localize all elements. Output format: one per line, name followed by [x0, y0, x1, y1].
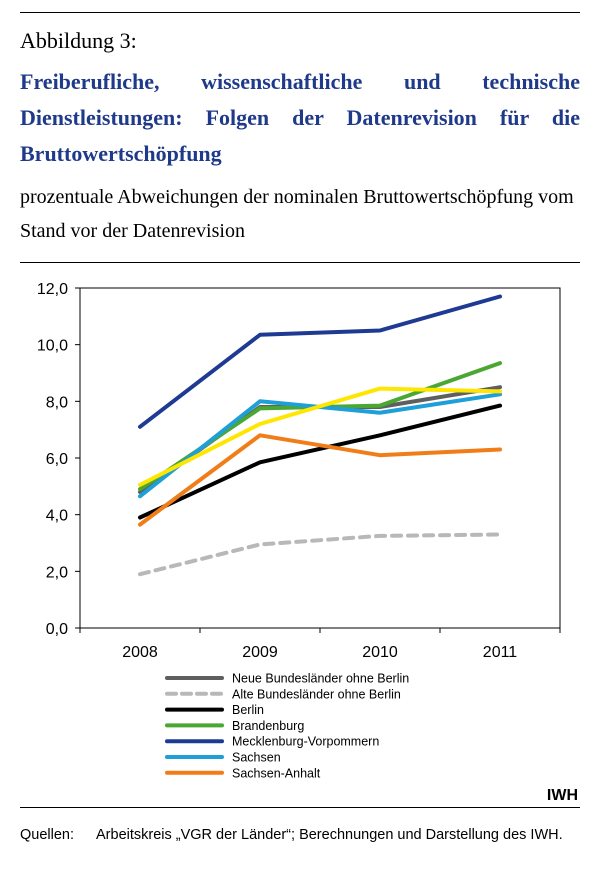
- series-line-6: [138, 433, 502, 527]
- bottom-rule: [20, 807, 580, 808]
- top-rule: [20, 12, 580, 13]
- y-tick-label: 12,0: [37, 281, 68, 298]
- y-tick-label: 4,0: [46, 508, 68, 525]
- y-axis: 0,0 2,0 4,0 6,0 8,0 10,0 12,0: [37, 281, 80, 638]
- y-tick-label: 6,0: [46, 451, 68, 468]
- legend-label: Brandenburg: [232, 719, 304, 733]
- figure-title: Freiberufliche, wissenschaftliche und te…: [20, 69, 580, 166]
- legend-label: Mecklenburg-Vorpommern: [232, 735, 379, 749]
- series-line-1: [138, 532, 502, 577]
- legend-label: Sachsen: [232, 751, 281, 765]
- y-tick-label: 0,0: [46, 621, 68, 638]
- series-line-4: [138, 294, 502, 429]
- series-line-3: [138, 361, 502, 492]
- legend-label: Sachsen-Anhalt: [232, 766, 321, 780]
- x-axis: 2008 2009 2010 2011: [79, 628, 561, 661]
- x-tick-label: 2010: [362, 644, 398, 661]
- plot-frame: [79, 287, 561, 629]
- x-tick-label: 2011: [483, 644, 518, 661]
- source-label: Quellen:: [20, 827, 75, 843]
- line-chart: 0,0 2,0 4,0 6,0 8,0 10,0 12,0 2008 2009 2010 2011…: [37, 281, 561, 780]
- y-tick-label: 10,0: [37, 338, 68, 355]
- series-line-7: [138, 386, 502, 487]
- legend-label: Neue Bundesländer ohne Berlin: [232, 672, 409, 686]
- legend-label: Alte Bundesländer ohne Berlin: [232, 687, 401, 701]
- figure-subtitle: prozentuale Abweichungen der nominalen B…: [20, 186, 574, 242]
- series-line-2: [138, 403, 502, 520]
- iwh-brand: IWH: [546, 787, 578, 804]
- figure-label: Abbildung 3:: [20, 28, 137, 53]
- chart-top-rule: [20, 262, 580, 263]
- source-text: Arbeitskreis „VGR der Länder“; Berechnun…: [96, 827, 563, 843]
- x-tick-label: 2009: [242, 644, 278, 661]
- series-lines: [138, 294, 502, 577]
- y-tick-label: 8,0: [46, 394, 68, 411]
- y-tick-label: 2,0: [46, 564, 68, 581]
- x-tick-label: 2008: [122, 644, 158, 661]
- legend-label: Berlin: [232, 703, 264, 717]
- source-note: Quellen: Arbeitskreis „VGR der Länder“; …: [20, 824, 580, 846]
- plot-area: [79, 287, 561, 629]
